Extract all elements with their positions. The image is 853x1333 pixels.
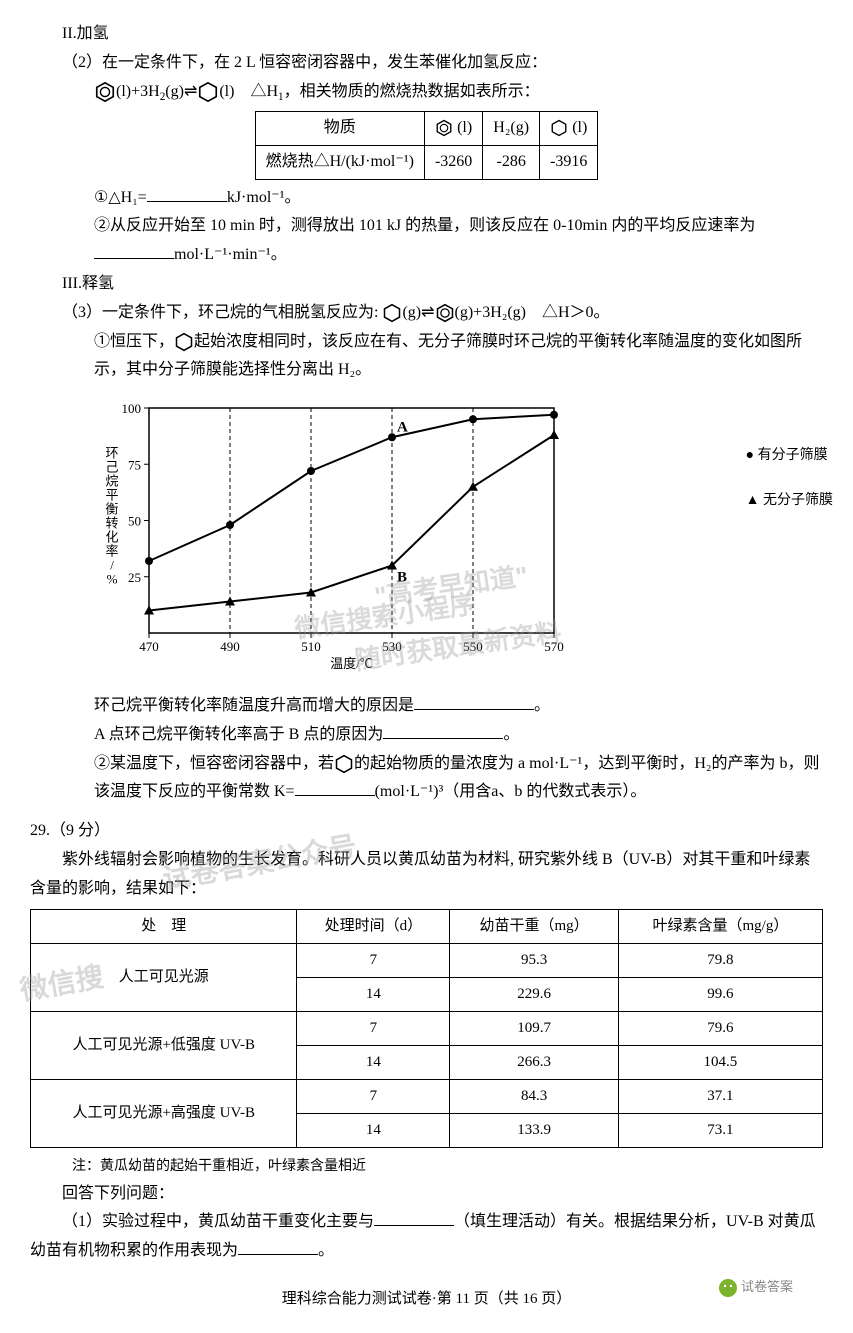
q29-1: （1）实验过程中，黄瓜幼苗干重变化主要与（填生理活动）有关。根据结果分析，UV-…	[30, 1208, 823, 1266]
svg-text:570: 570	[544, 639, 564, 654]
q2-1: ①△H₁=kJ·mol⁻¹。	[30, 184, 823, 213]
cyclohexane-icon	[197, 81, 219, 103]
val-h2: -286	[483, 145, 540, 179]
q3-1: ①恒压下，起始浓度相同时，该反应在有、无分子筛膜时环己烷的平衡转化率随温度的变化…	[30, 328, 823, 386]
section-2-title: II.加氢	[30, 20, 823, 49]
svg-text:470: 470	[139, 639, 159, 654]
section-3-title: III.释氢	[30, 270, 823, 299]
chart-svg: 25 50 75 100 470 490 510 530 550 570 环己烷平衡转化率/% 温度/…	[94, 393, 574, 673]
row-label: 燃烧热△H/(kJ·mol⁻¹)	[255, 145, 424, 179]
rh1: 处 理	[31, 910, 297, 944]
svg-text:100: 100	[122, 401, 142, 416]
q29-intro: 紫外线辐射会影响植物的生长发育。科研人员以黄瓜幼苗为材料, 研究紫外线 B（UV…	[30, 846, 823, 904]
th-benzene: (l)	[424, 111, 482, 145]
wechat-label: 试卷答案	[718, 1275, 793, 1298]
q3-1c: 环己烷平衡转化率随温度升高而增大的原因是。	[30, 692, 823, 721]
svg-text:A: A	[397, 419, 408, 435]
treatment-2: 人工可见光源+低强度 UV-B	[31, 1012, 297, 1080]
blank-reason2[interactable]	[383, 722, 503, 739]
blank-physio[interactable]	[374, 1209, 454, 1226]
cyclohexane-icon	[382, 303, 402, 323]
q2-intro: （2）在一定条件下，在 2 L 恒容密闭容器中，发生苯催化加氢反应：	[30, 49, 823, 78]
th-substance: 物质	[255, 111, 424, 145]
q3-2: ②某温度下，恒容密闭容器中，若的起始物质的量浓度为 a mol·L⁻¹，达到平衡…	[30, 750, 823, 808]
eq-text: (l)+3H	[116, 83, 160, 100]
svg-text:环己烷平衡转化率/%: 环己烷平衡转化率/%	[105, 446, 118, 587]
q29-number: 29.（9 分）	[30, 817, 823, 846]
treatment-3: 人工可见光源+高强度 UV-B	[31, 1080, 297, 1148]
results-table: 处 理 处理时间（d） 幼苗干重（mg） 叶绿素含量（mg/g） 人工可见光源 …	[30, 909, 823, 1148]
q2-equation: (l)+3H2(g)⇌(l) △H1，相关物质的燃烧热数据如表所示：	[30, 78, 823, 107]
benzene-icon	[94, 81, 116, 103]
answer-prompt: 回答下列问题：	[30, 1180, 823, 1209]
svg-text:温度/℃: 温度/℃	[330, 656, 373, 671]
rh3: 幼苗干重（mg）	[450, 910, 619, 944]
combustion-heat-table: 物质 (l) H₂(g) (l) 燃烧热△H/(kJ·mol⁻¹) -3260 …	[255, 111, 599, 180]
svg-text:B: B	[397, 570, 407, 586]
blank-rate[interactable]	[94, 242, 174, 259]
val-benzene: -3260	[424, 145, 482, 179]
svg-text:530: 530	[382, 639, 402, 654]
q3-intro: （3）一定条件下，环己烷的气相脱氢反应为: (g)⇌(g)+3H₂(g) △H＞…	[30, 299, 823, 328]
rh2: 处理时间（d）	[297, 910, 450, 944]
rh4: 叶绿素含量（mg/g）	[618, 910, 822, 944]
svg-text:25: 25	[128, 570, 141, 585]
blank-effect[interactable]	[238, 1238, 318, 1255]
treatment-1: 人工可见光源	[31, 944, 297, 1012]
q2-2: ②从反应开始至 10 min 时，测得放出 101 kJ 的热量，则该反应在 0…	[30, 212, 823, 270]
conversion-chart: 25 50 75 100 470 490 510 530 550 570 环己烷平衡转化率/% 温度/…	[94, 393, 823, 684]
svg-text:50: 50	[128, 514, 141, 529]
chart-legend: ● 有分子筛膜 ▲ 无分子筛膜	[746, 443, 833, 513]
svg-text:490: 490	[220, 639, 240, 654]
table-note: 注：黄瓜幼苗的起始干重相近，叶绿素含量相近	[30, 1154, 823, 1179]
page-footer: 理科综合能力测试试卷·第 11 页（共 16 页）	[30, 1286, 823, 1313]
blank-reason1[interactable]	[414, 693, 534, 710]
svg-text:75: 75	[128, 457, 141, 472]
blank-dh1[interactable]	[147, 185, 227, 202]
benzene-icon	[435, 303, 455, 323]
cyclohexane-icon	[334, 754, 354, 774]
th-cyclohexane: (l)	[540, 111, 598, 145]
q3-1d: A 点环己烷平衡转化率高于 B 点的原因为。	[30, 721, 823, 750]
cyclohexane-icon	[174, 332, 194, 352]
blank-k[interactable]	[295, 779, 375, 796]
th-h2: H₂(g)	[483, 111, 540, 145]
svg-text:510: 510	[301, 639, 321, 654]
val-cyclo: -3916	[540, 145, 598, 179]
svg-text:550: 550	[463, 639, 483, 654]
